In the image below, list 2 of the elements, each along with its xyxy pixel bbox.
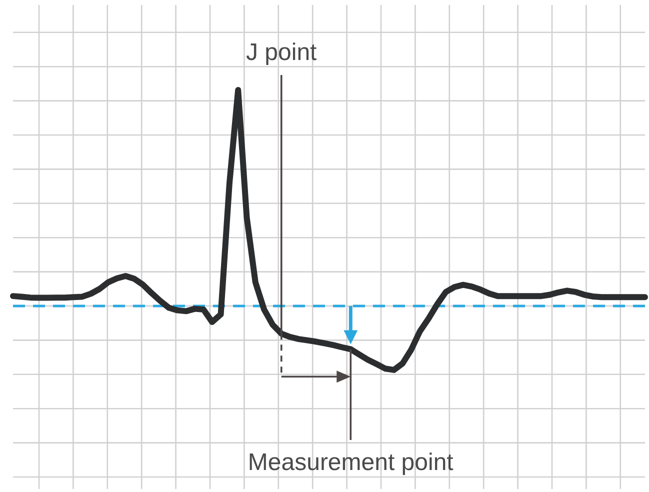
text: J point [246,39,318,66]
text: Measurement point [248,449,454,476]
